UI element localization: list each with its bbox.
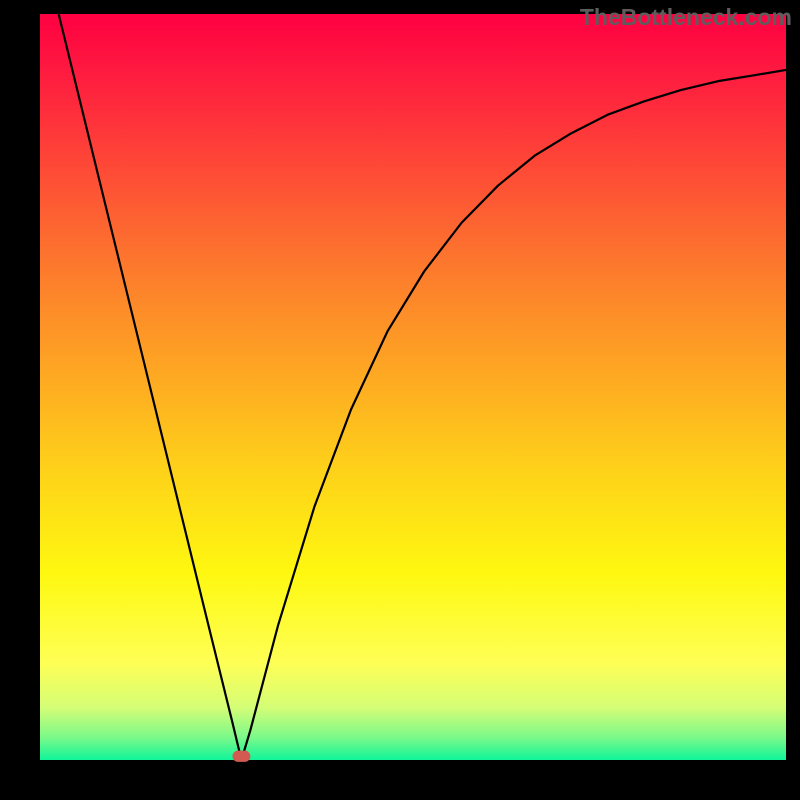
optimal-point-marker [232,751,250,762]
bottleneck-chart: TheBottleneck.com [0,0,800,800]
watermark-text: TheBottleneck.com [580,4,792,31]
chart-svg [0,0,800,800]
chart-plot-background [40,14,786,760]
